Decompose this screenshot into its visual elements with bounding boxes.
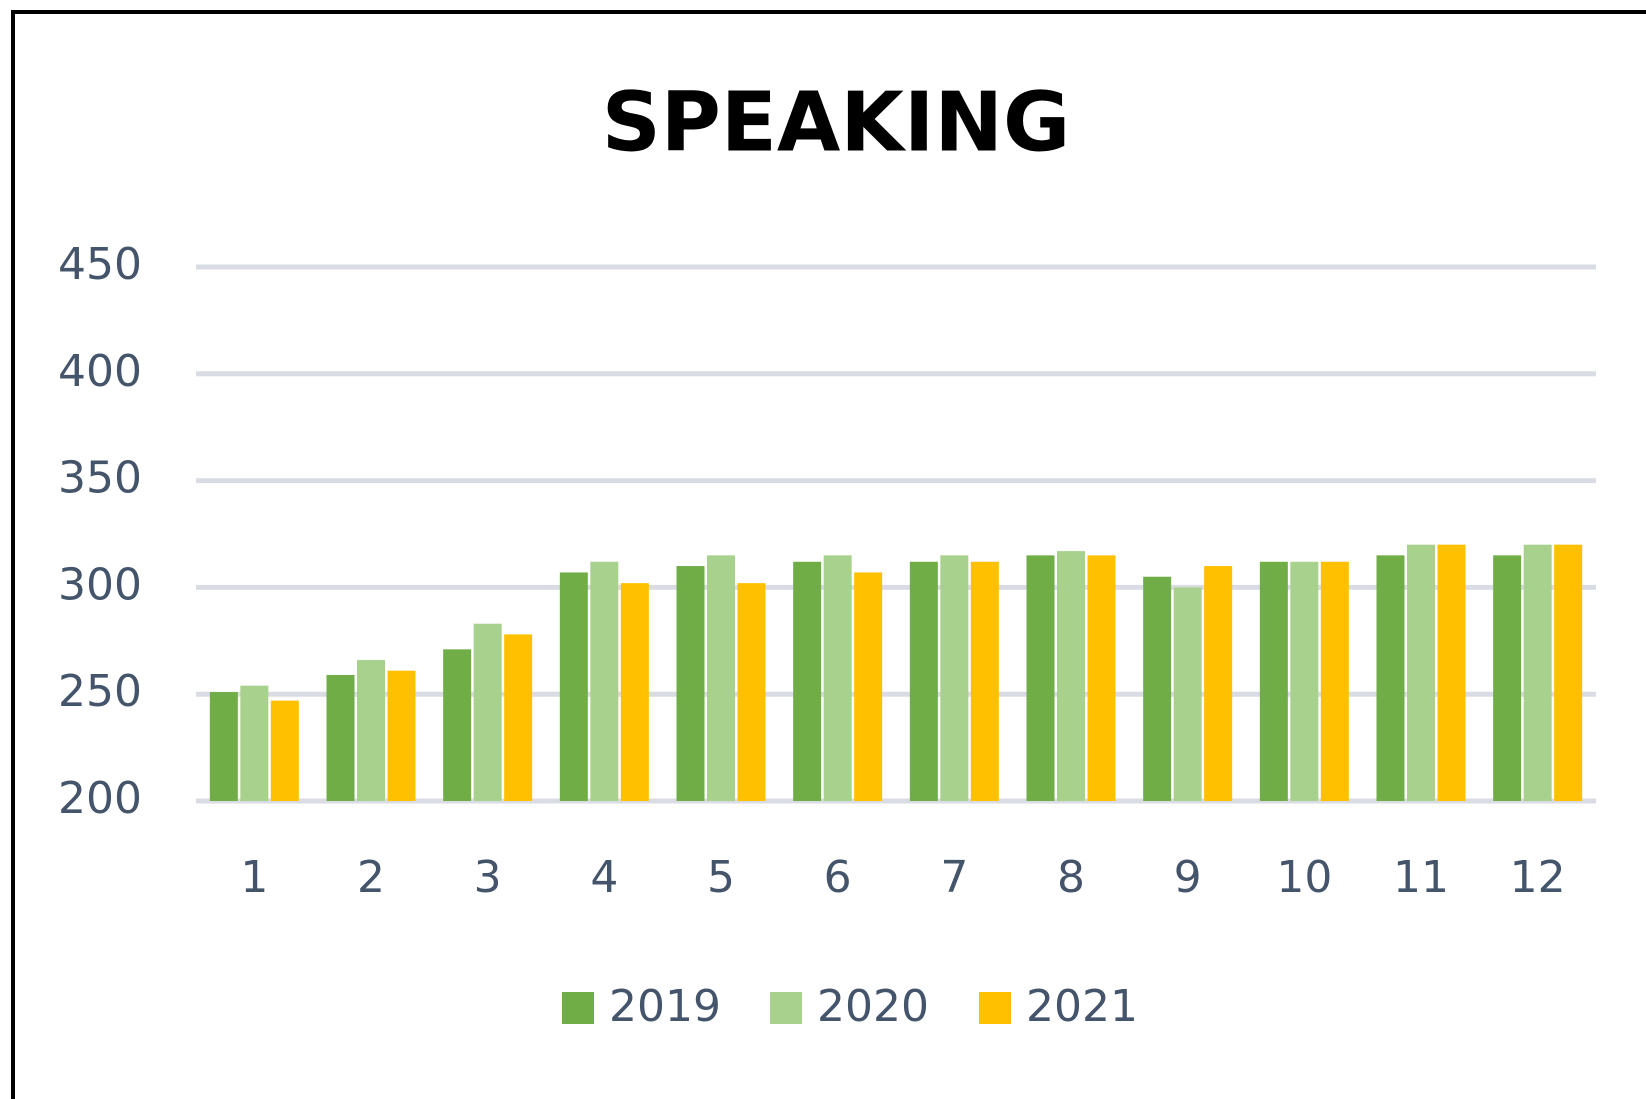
y-tick-label: 200 xyxy=(58,773,142,824)
bar xyxy=(443,649,472,801)
bar xyxy=(559,572,588,801)
bar xyxy=(854,572,883,801)
x-tick-label: 5 xyxy=(707,852,735,903)
bar xyxy=(504,634,533,801)
x-tick-label: 1 xyxy=(240,852,268,903)
bar xyxy=(707,555,735,801)
bar xyxy=(1290,561,1319,801)
bar xyxy=(357,660,385,801)
chart-title: SPEAKING xyxy=(602,75,1071,170)
bar xyxy=(737,583,766,801)
bar xyxy=(1057,551,1085,801)
bar xyxy=(909,561,938,801)
bar xyxy=(1087,555,1116,801)
x-tick-label: 7 xyxy=(940,852,968,903)
bar xyxy=(590,561,619,801)
x-tick-label: 4 xyxy=(590,852,618,903)
x-tick-label: 3 xyxy=(474,852,502,903)
legend-label: 2019 xyxy=(609,981,721,1032)
x-tick-label: 10 xyxy=(1276,852,1332,903)
legend-swatch xyxy=(562,992,594,1024)
legend-swatch xyxy=(770,992,802,1024)
x-tick-label: 11 xyxy=(1393,852,1449,903)
bar xyxy=(1437,544,1466,801)
bar xyxy=(326,674,355,801)
bar xyxy=(1143,576,1172,801)
x-tick-label: 9 xyxy=(1174,852,1202,903)
bar xyxy=(270,700,299,801)
bar xyxy=(940,555,969,801)
y-tick-label: 400 xyxy=(58,346,142,397)
legend-label: 2020 xyxy=(817,981,929,1032)
bar xyxy=(1376,555,1405,801)
bar xyxy=(793,561,822,801)
bar xyxy=(1493,555,1522,801)
bar xyxy=(473,623,502,801)
x-tick-label: 12 xyxy=(1510,852,1566,903)
x-tick-label: 6 xyxy=(824,852,852,903)
bar xyxy=(387,670,416,801)
bar xyxy=(620,583,649,801)
legend-swatch xyxy=(979,992,1011,1024)
bar xyxy=(1407,544,1435,801)
bar xyxy=(823,555,852,801)
x-tick-label: 8 xyxy=(1057,852,1085,903)
legend-label: 2021 xyxy=(1026,981,1138,1032)
bar xyxy=(240,685,269,801)
bar xyxy=(1173,587,1202,801)
bar xyxy=(1026,555,1055,801)
bar xyxy=(1554,544,1583,801)
y-tick-label: 250 xyxy=(58,666,142,717)
bar xyxy=(676,566,705,801)
x-tick-label: 2 xyxy=(357,852,385,903)
y-tick-label: 350 xyxy=(58,453,142,504)
chart-frame xyxy=(11,10,1646,1099)
bar xyxy=(1204,566,1233,801)
y-tick-label: 450 xyxy=(58,239,142,290)
bar xyxy=(209,692,238,801)
bar xyxy=(1320,561,1349,801)
bar xyxy=(1523,544,1552,801)
bar xyxy=(1259,561,1288,801)
y-tick-label: 300 xyxy=(58,559,142,610)
bar xyxy=(970,561,999,801)
